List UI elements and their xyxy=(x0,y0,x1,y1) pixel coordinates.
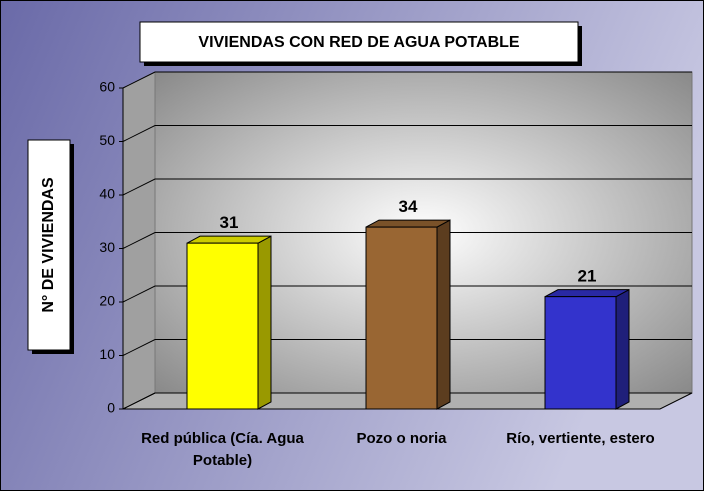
grid-line xyxy=(122,232,692,249)
title-box xyxy=(139,21,579,63)
grid-line xyxy=(122,178,692,196)
bar-side xyxy=(615,288,630,410)
y-label-box xyxy=(27,139,71,351)
y-tick-label: 40 xyxy=(99,186,115,202)
bar-side xyxy=(436,219,451,410)
bar-top xyxy=(365,219,451,228)
grid-line xyxy=(122,71,692,89)
y-axis-label: N° DE VIVIENDAS xyxy=(40,177,57,313)
x-tick-label: Red pública (Cía. Agua Potable) xyxy=(141,430,304,469)
chart-title: VIVIENDAS CON RED DE AGUA POTABLE xyxy=(198,34,520,51)
data-label: 34 xyxy=(399,197,418,216)
bar xyxy=(365,226,438,410)
data-label: 21 xyxy=(578,267,597,286)
y-tick-label: 50 xyxy=(99,132,115,148)
y-tick-label: 30 xyxy=(99,239,115,255)
bar xyxy=(544,296,617,410)
y-tick-label: 60 xyxy=(99,79,115,95)
y-tick-label: 0 xyxy=(107,400,115,416)
grid-line xyxy=(122,392,692,410)
y-tick-label: 10 xyxy=(99,346,115,362)
grid-line xyxy=(122,285,692,303)
bar-top xyxy=(544,289,630,298)
y-tick-label: 20 xyxy=(99,293,115,309)
x-tick-label: Pozo o noria xyxy=(356,430,447,447)
x-tick-label: Río, vertiente, estero xyxy=(506,430,655,447)
bar-side xyxy=(257,235,272,410)
grid-line xyxy=(122,125,692,142)
bar-top xyxy=(186,235,272,244)
grid-line xyxy=(122,339,692,356)
data-label: 31 xyxy=(220,213,239,232)
bar xyxy=(186,242,259,410)
